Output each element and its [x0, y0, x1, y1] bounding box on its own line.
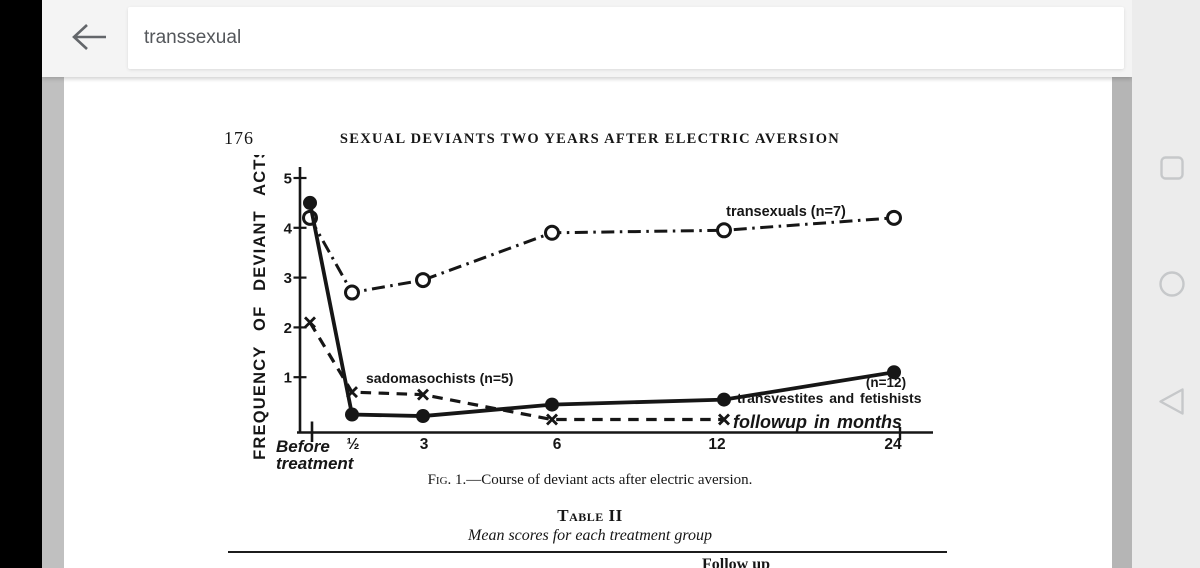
svg-text:6: 6 — [553, 436, 562, 453]
svg-text:½: ½ — [347, 436, 360, 453]
series-filled-circle — [303, 195, 901, 424]
svg-text:4: 4 — [284, 220, 293, 237]
svg-text:Before: Before — [276, 437, 330, 456]
table-subtitle: Mean scores for each treatment group — [468, 527, 712, 544]
table-top-rule — [228, 551, 947, 553]
back-arrow-icon — [72, 23, 106, 50]
triangle-icon — [1159, 388, 1184, 415]
svg-text:transvestites and fetishists: transvestites and fetishists — [737, 390, 922, 406]
svg-text:treatment: treatment — [276, 454, 355, 473]
axes: 1 2 3 4 5 — [284, 167, 933, 442]
back-nav-button[interactable] — [1146, 380, 1186, 420]
page-gutter-left — [42, 77, 64, 568]
table-label: Table II — [557, 506, 623, 525]
home-button[interactable] — [1146, 263, 1186, 303]
svg-text:followup in months: followup in months — [733, 412, 902, 432]
series-open-circle — [302, 209, 902, 301]
document-page — [64, 77, 1112, 568]
search-input[interactable] — [128, 7, 1124, 69]
running-head: SEXUAL DEVIANTS TWO YEARS AFTER ELECTRIC… — [339, 131, 841, 147]
svg-text:sadomasochists (n=5): sadomasochists (n=5) — [366, 370, 513, 386]
svg-text:5: 5 — [284, 171, 292, 188]
page-number: 176 — [224, 128, 254, 148]
recents-button[interactable] — [1146, 147, 1186, 187]
back-button[interactable] — [62, 14, 110, 62]
figure-caption-text: —Course of deviant acts after electric a… — [466, 472, 753, 488]
svg-text:3: 3 — [284, 270, 292, 287]
table-column-header-clipped: Follow up — [702, 556, 771, 568]
circle-icon — [1159, 271, 1185, 297]
svg-text:transexuals (n=7): transexuals (n=7) — [726, 204, 846, 220]
figure-caption: Fig. 1.—Course of deviant acts after ele… — [300, 472, 880, 489]
svg-text:2: 2 — [284, 320, 292, 337]
svg-text:FREQUENCY OF DEVIANT ACTS: FREQUENCY OF DEVIANT ACTS — [251, 155, 269, 460]
figure-caption-label: Fig. 1. — [427, 472, 467, 488]
chart-annotations: transexuals (n=7) sadomasochists (n=5) (n=… — [366, 204, 922, 432]
search-toolbar — [42, 0, 1132, 77]
svg-text:12: 12 — [708, 436, 725, 453]
svg-text:3: 3 — [420, 436, 429, 453]
letterbox-strip — [0, 0, 42, 568]
y-axis-label: FREQUENCY OF DEVIANT ACTS — [251, 155, 269, 460]
svg-text:24: 24 — [884, 436, 902, 453]
square-icon — [1160, 156, 1184, 180]
android-nav-bar — [1132, 0, 1200, 568]
scrollbar[interactable] — [1112, 77, 1132, 568]
svg-text:(n=12): (n=12) — [866, 375, 906, 390]
svg-text:1: 1 — [284, 370, 292, 387]
